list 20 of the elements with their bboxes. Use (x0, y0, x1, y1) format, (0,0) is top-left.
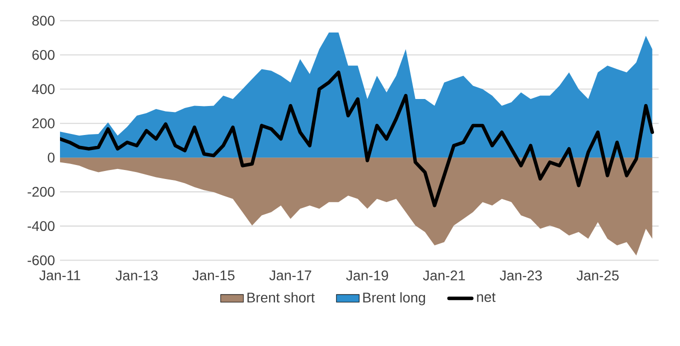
x-tick-label: Jan-25 (576, 270, 619, 280)
x-tick-label: Jan-15 (192, 270, 234, 280)
line-series (60, 70, 654, 208)
y-tick-label: 200 (32, 118, 55, 128)
x-tick-label: Jan-17 (269, 270, 312, 280)
y-tick-label: 400 (32, 84, 55, 94)
y-tick-label: -600 (28, 255, 55, 266)
y-tick-label: 600 (32, 50, 55, 60)
x-tick-label: Jan-21 (422, 270, 465, 280)
x-tick-label: Jan-23 (500, 270, 542, 280)
x-tick-label: Jan-13 (116, 270, 158, 280)
y-tick-label: -400 (28, 221, 55, 231)
y-tick-label: 800 (32, 16, 55, 26)
y-tick-label: -200 (28, 186, 55, 197)
x-tick-label: Jan-19 (346, 270, 388, 280)
legend-label: Brent long (363, 292, 426, 306)
legend-label: net (477, 292, 496, 302)
y-tick-label: 0 (48, 152, 55, 163)
x-tick-label: Jan-11 (39, 270, 80, 280)
legend-label: Brent short (247, 292, 315, 303)
